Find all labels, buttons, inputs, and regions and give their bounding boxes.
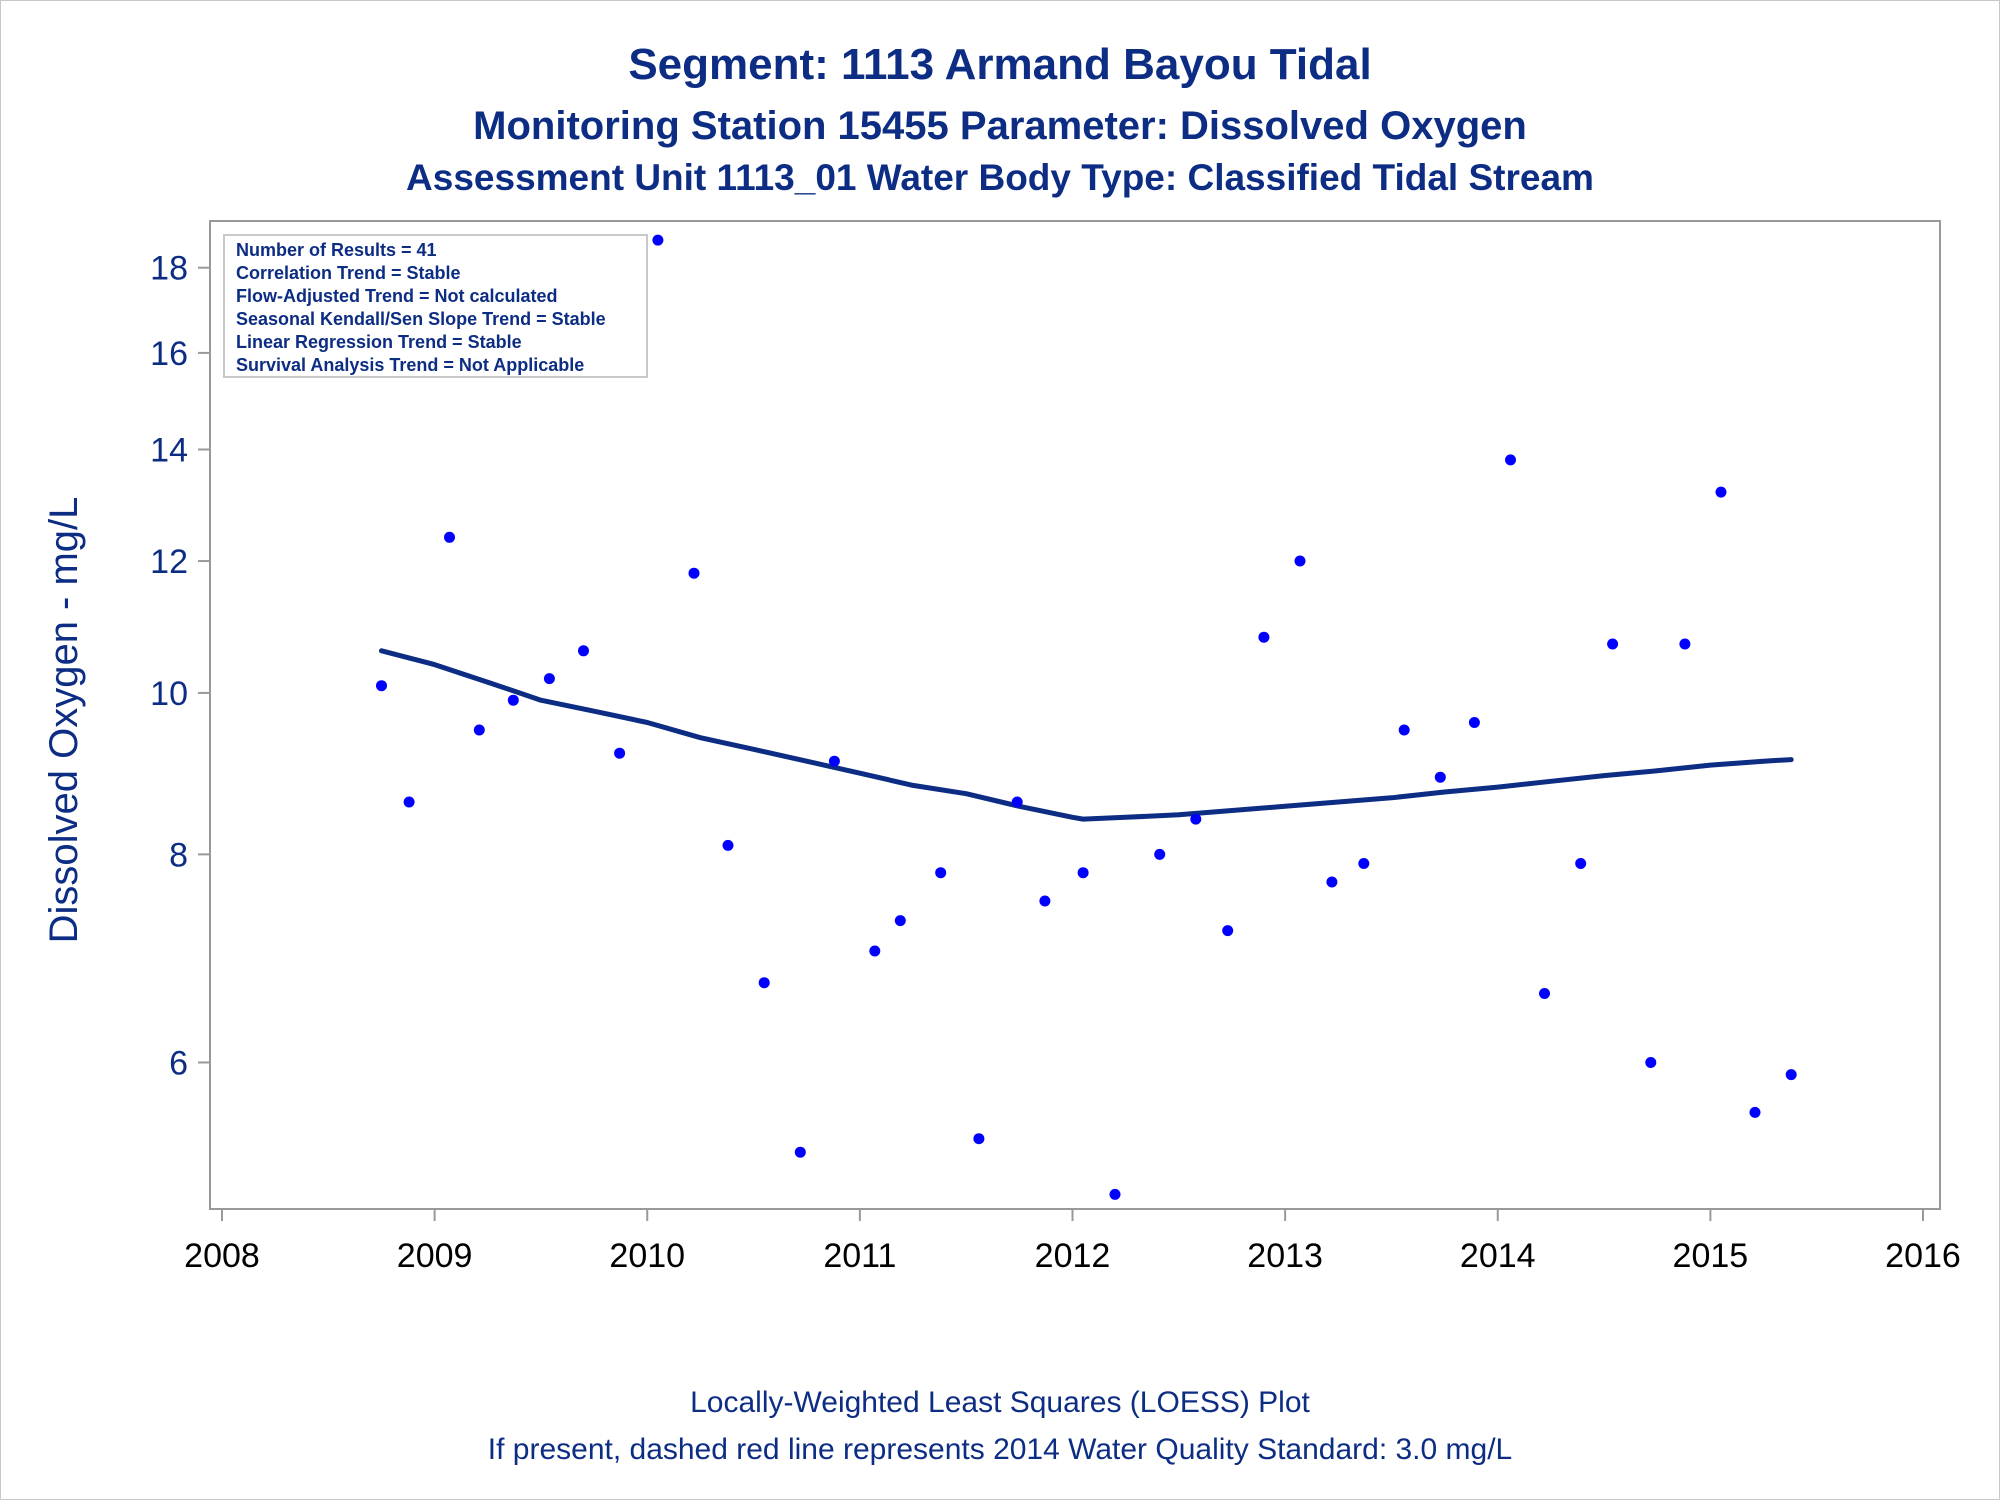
- x-axis: 2008 2009 2010 2011 2012 2013 2014 2015 2016: [184, 1209, 1961, 1275]
- data-point: [1258, 631, 1270, 643]
- data-point: [869, 945, 881, 957]
- data-point: [973, 1133, 985, 1145]
- data-point: [1190, 813, 1202, 825]
- data-point: [1679, 638, 1691, 650]
- stats-box-line: Flow-Adjusted Trend = Not calculated: [236, 286, 558, 306]
- data-point: [1154, 848, 1166, 860]
- x-tick-label: 2011: [823, 1237, 896, 1275]
- y-tick-label: 16: [150, 335, 188, 373]
- stats-box-line: Linear Regression Trend = Stable: [236, 332, 522, 352]
- data-point: [652, 234, 664, 246]
- data-point: [1607, 638, 1619, 650]
- data-point: [1434, 771, 1446, 783]
- data-point: [1398, 724, 1410, 736]
- y-tick-label: 8: [169, 836, 188, 874]
- x-tick-label: 2014: [1460, 1237, 1536, 1275]
- x-tick-label: 2009: [397, 1237, 473, 1275]
- points-layer: [376, 234, 1797, 1200]
- data-point: [1575, 858, 1587, 869]
- stats-box-line: Correlation Trend = Stable: [236, 263, 461, 283]
- chart-subtitle-2: Assessment Unit 1113_01 Water Body Type:…: [406, 157, 1594, 198]
- data-point: [543, 673, 555, 685]
- data-point: [828, 755, 840, 767]
- data-point: [1539, 988, 1550, 999]
- x-tick-label: 2016: [1885, 1237, 1961, 1275]
- loess-layer: [379, 648, 1794, 822]
- data-point: [444, 531, 455, 543]
- data-point: [1358, 858, 1370, 869]
- x-tick-label: 2013: [1247, 1237, 1323, 1275]
- data-point: [403, 796, 415, 808]
- y-tick-label: 6: [169, 1044, 188, 1082]
- data-point: [1222, 925, 1234, 937]
- data-point: [1011, 796, 1023, 808]
- y-tick-label: 12: [150, 543, 188, 581]
- x-tick-label: 2008: [184, 1237, 260, 1275]
- data-point: [1109, 1188, 1121, 1200]
- data-point: [1749, 1106, 1761, 1118]
- x-tick-label: 2010: [609, 1237, 685, 1275]
- plot-area: [209, 220, 1941, 1210]
- data-point: [614, 747, 626, 759]
- data-point: [1468, 717, 1480, 728]
- y-axis: 6 8 10 12 14 16 18: [150, 250, 210, 1082]
- data-point: [1785, 1069, 1797, 1081]
- x-tick-label: 2012: [1035, 1237, 1111, 1275]
- x-tick-label: 2015: [1673, 1237, 1749, 1275]
- y-tick-label: 14: [150, 432, 188, 470]
- stats-box-line: Number of Results = 41: [236, 240, 437, 260]
- data-point: [1077, 867, 1089, 879]
- data-point: [1505, 454, 1516, 466]
- data-point: [894, 915, 906, 927]
- chart-title: Segment: 1113 Armand Bayou Tidal: [628, 40, 1371, 89]
- data-point: [722, 839, 734, 851]
- data-point: [578, 645, 589, 657]
- y-tick-label: 10: [150, 675, 188, 713]
- footnote-1: Locally-Weighted Least Squares (LOESS) P…: [690, 1386, 1310, 1419]
- footnote-2: If present, dashed red line represents 2…: [488, 1433, 1512, 1466]
- data-point: [794, 1146, 806, 1158]
- stats-box: Number of Results = 41 Correlation Trend …: [223, 234, 648, 378]
- stats-box-line: Survival Analysis Trend = Not Applicable: [236, 355, 584, 375]
- y-axis-label: Dissolved Oxygen - mg/L: [42, 497, 86, 944]
- data-point: [1645, 1057, 1657, 1068]
- data-point: [376, 680, 387, 692]
- y-tick-label: 18: [150, 250, 188, 288]
- data-point: [935, 867, 947, 879]
- data-point: [1326, 876, 1338, 888]
- data-point: [1294, 555, 1306, 567]
- loess-line: [379, 648, 1794, 822]
- data-point: [473, 724, 485, 736]
- stats-box-line: Seasonal Kendall/Sen Slope Trend = Stabl…: [236, 309, 606, 329]
- data-point: [507, 694, 519, 706]
- data-point: [1715, 486, 1727, 498]
- data-point: [688, 567, 700, 579]
- stats-box-frame: [223, 234, 648, 378]
- data-point: [758, 977, 770, 989]
- chart-subtitle: Monitoring Station 15455 Parameter: Diss…: [473, 104, 1527, 148]
- data-point: [1039, 895, 1051, 907]
